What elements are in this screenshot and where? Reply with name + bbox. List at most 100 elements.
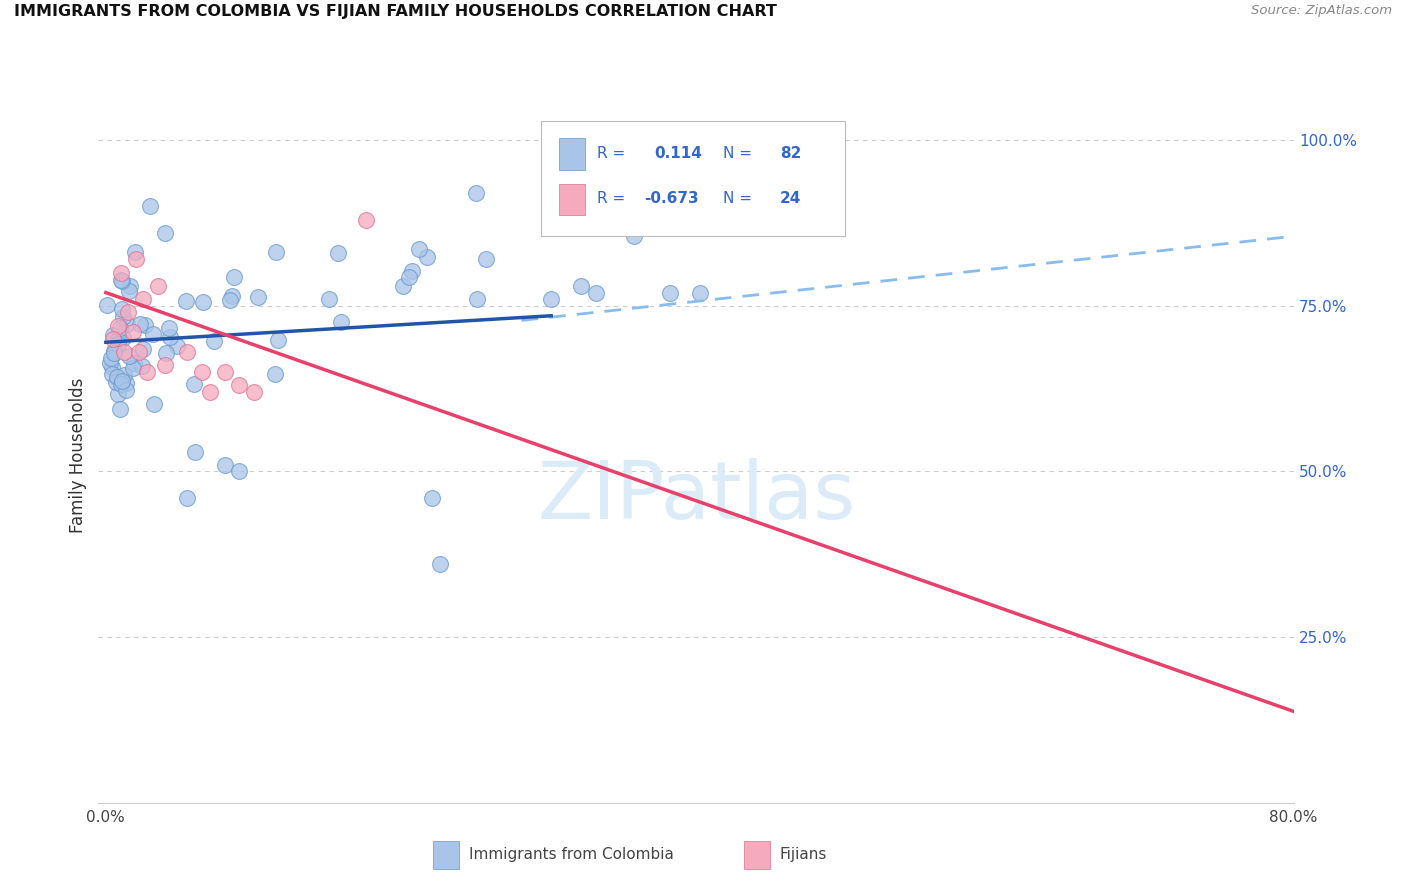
Point: [218, 293, 240, 307]
Point: [96, 298, 118, 312]
Point: [143, 397, 166, 411]
Point: [124, 245, 146, 260]
Point: [422, 491, 444, 505]
Point: [429, 558, 451, 572]
Point: [136, 365, 159, 379]
Point: [191, 365, 214, 379]
Point: [354, 212, 377, 227]
Point: [111, 375, 134, 389]
Point: [107, 318, 129, 333]
Point: [120, 278, 142, 293]
Point: [103, 332, 125, 346]
Text: 0.114: 0.114: [654, 146, 702, 161]
Text: ZIPatlas: ZIPatlas: [537, 458, 855, 536]
Point: [174, 293, 197, 308]
Text: Source: ZipAtlas.com: Source: ZipAtlas.com: [1251, 4, 1392, 18]
Point: [112, 345, 135, 359]
Y-axis label: Family Households: Family Households: [69, 377, 87, 533]
Text: 24: 24: [780, 192, 801, 206]
Point: [585, 285, 607, 300]
Point: [101, 360, 124, 375]
Point: [569, 279, 592, 293]
Point: [107, 369, 129, 384]
Point: [124, 252, 146, 267]
Point: [104, 375, 127, 389]
Point: [416, 250, 439, 264]
Point: [184, 444, 207, 458]
Point: [115, 317, 138, 331]
Point: [111, 302, 134, 317]
Point: [243, 384, 266, 399]
Point: [659, 285, 682, 300]
Point: [124, 355, 146, 369]
Point: [155, 226, 177, 240]
Point: [623, 229, 645, 244]
Point: [159, 329, 181, 343]
Point: [103, 344, 125, 359]
Point: [585, 186, 607, 201]
Point: [689, 285, 711, 300]
Point: [228, 465, 250, 479]
Text: Fijians: Fijians: [779, 847, 827, 863]
Point: [214, 365, 236, 379]
Point: [166, 339, 188, 353]
Point: [114, 383, 136, 397]
Point: [100, 351, 122, 366]
Text: -0.673: -0.673: [644, 192, 699, 206]
Text: IMMIGRANTS FROM COLOMBIA VS FIJIAN FAMILY HOUSEHOLDS CORRELATION CHART: IMMIGRANTS FROM COLOMBIA VS FIJIAN FAMIL…: [14, 4, 778, 20]
Point: [214, 458, 236, 472]
Point: [110, 273, 132, 287]
Point: [103, 345, 125, 359]
Point: [224, 269, 246, 284]
FancyBboxPatch shape: [558, 138, 585, 169]
Point: [247, 290, 270, 304]
FancyBboxPatch shape: [540, 121, 845, 235]
Point: [111, 274, 134, 288]
Text: Immigrants from Colombia: Immigrants from Colombia: [470, 847, 673, 863]
Point: [266, 245, 288, 260]
Point: [689, 186, 711, 201]
Point: [118, 349, 141, 363]
Point: [183, 377, 205, 392]
Point: [228, 378, 250, 392]
Point: [112, 368, 135, 382]
Point: [110, 376, 132, 391]
Point: [107, 336, 129, 351]
Text: R =: R =: [596, 146, 626, 161]
Point: [112, 331, 135, 345]
Point: [408, 242, 430, 256]
Point: [191, 295, 214, 310]
Point: [131, 359, 153, 373]
Text: N =: N =: [724, 192, 752, 206]
Point: [155, 346, 177, 360]
FancyBboxPatch shape: [744, 841, 770, 869]
Point: [108, 401, 131, 416]
Point: [155, 359, 177, 373]
Point: [98, 356, 121, 370]
Point: [110, 266, 132, 280]
Point: [108, 321, 131, 335]
Point: [221, 289, 243, 303]
FancyBboxPatch shape: [433, 841, 460, 869]
Point: [204, 334, 226, 348]
Point: [157, 321, 180, 335]
Point: [176, 491, 198, 505]
Point: [391, 279, 413, 293]
Point: [107, 386, 129, 401]
Point: [121, 360, 143, 375]
Text: N =: N =: [724, 146, 752, 161]
Point: [142, 326, 165, 341]
Text: R =: R =: [596, 192, 626, 206]
Point: [107, 333, 129, 347]
Point: [198, 384, 221, 399]
Point: [117, 284, 139, 298]
Point: [398, 269, 420, 284]
Point: [328, 246, 350, 260]
Point: [114, 376, 136, 390]
Point: [267, 333, 290, 347]
Point: [101, 328, 124, 343]
Point: [128, 317, 150, 331]
Point: [121, 326, 143, 340]
Point: [401, 263, 423, 277]
Point: [132, 292, 155, 306]
